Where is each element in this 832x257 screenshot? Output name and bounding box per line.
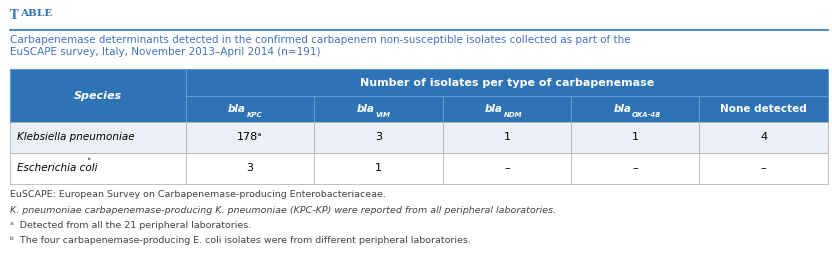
- Text: None detected: None detected: [721, 104, 807, 114]
- Text: bla: bla: [485, 104, 503, 114]
- Bar: [10, 69, 186, 122]
- Bar: [443, 96, 571, 122]
- Text: 1: 1: [375, 163, 382, 173]
- Text: 1: 1: [503, 133, 510, 142]
- Bar: [700, 96, 828, 122]
- Text: bla: bla: [613, 104, 631, 114]
- Bar: [314, 122, 443, 153]
- Text: Species: Species: [74, 91, 122, 101]
- Text: OXA-48: OXA-48: [632, 112, 661, 118]
- Text: bla: bla: [228, 104, 246, 114]
- Bar: [186, 153, 314, 184]
- Text: 3: 3: [246, 163, 254, 173]
- Text: EuSCAPE: European Survey on Carbapenemase-producing Enterobacteriaceae.: EuSCAPE: European Survey on Carbapenemas…: [10, 190, 386, 199]
- Bar: [186, 122, 314, 153]
- Text: ᵇ  The four carbapenemase-producing E. coli isolates were from different periphe: ᵇ The four carbapenemase-producing E. co…: [10, 236, 471, 245]
- Text: ᵇ: ᵇ: [87, 158, 90, 164]
- Text: –: –: [632, 163, 638, 173]
- Text: VIM: VIM: [375, 112, 390, 118]
- Text: NDM: NDM: [503, 112, 522, 118]
- Text: Carbapenemase determinants detected in the confirmed carbapenem non-susceptible : Carbapenemase determinants detected in t…: [10, 35, 631, 45]
- Bar: [700, 122, 828, 153]
- Text: –: –: [760, 163, 766, 173]
- Bar: [186, 96, 314, 122]
- Bar: [443, 122, 571, 153]
- Text: ᵃ  Detected from all the 21 peripheral laboratories.: ᵃ Detected from all the 21 peripheral la…: [10, 221, 251, 230]
- Bar: [314, 153, 443, 184]
- Bar: [700, 153, 828, 184]
- Bar: [571, 122, 700, 153]
- Text: 1: 1: [631, 133, 639, 142]
- Text: 4: 4: [760, 133, 767, 142]
- Bar: [10, 153, 186, 184]
- Bar: [571, 96, 700, 122]
- Text: KPC: KPC: [247, 112, 262, 118]
- Bar: [10, 122, 186, 153]
- Text: 178ᵃ: 178ᵃ: [237, 133, 263, 142]
- Text: K. pneumoniae carbapenemase-producing K. pneumoniae (KPC-KP) were reported from : K. pneumoniae carbapenemase-producing K.…: [10, 206, 556, 215]
- Text: ABLE: ABLE: [20, 9, 52, 18]
- Text: bla: bla: [356, 104, 374, 114]
- Bar: [443, 153, 571, 184]
- Text: T: T: [10, 9, 19, 22]
- Text: Escherichia coli: Escherichia coli: [17, 163, 97, 173]
- Bar: [314, 96, 443, 122]
- Bar: [571, 153, 700, 184]
- Text: Number of isolates per type of carbapenemase: Number of isolates per type of carbapene…: [359, 78, 654, 88]
- Text: 3: 3: [375, 133, 382, 142]
- Text: Klebsiella pneumoniae: Klebsiella pneumoniae: [17, 133, 134, 142]
- Bar: [186, 69, 828, 96]
- Text: –: –: [504, 163, 510, 173]
- Text: EuSCAPE survey, Italy, November 2013–April 2014 (n=191): EuSCAPE survey, Italy, November 2013–Apr…: [10, 47, 320, 57]
